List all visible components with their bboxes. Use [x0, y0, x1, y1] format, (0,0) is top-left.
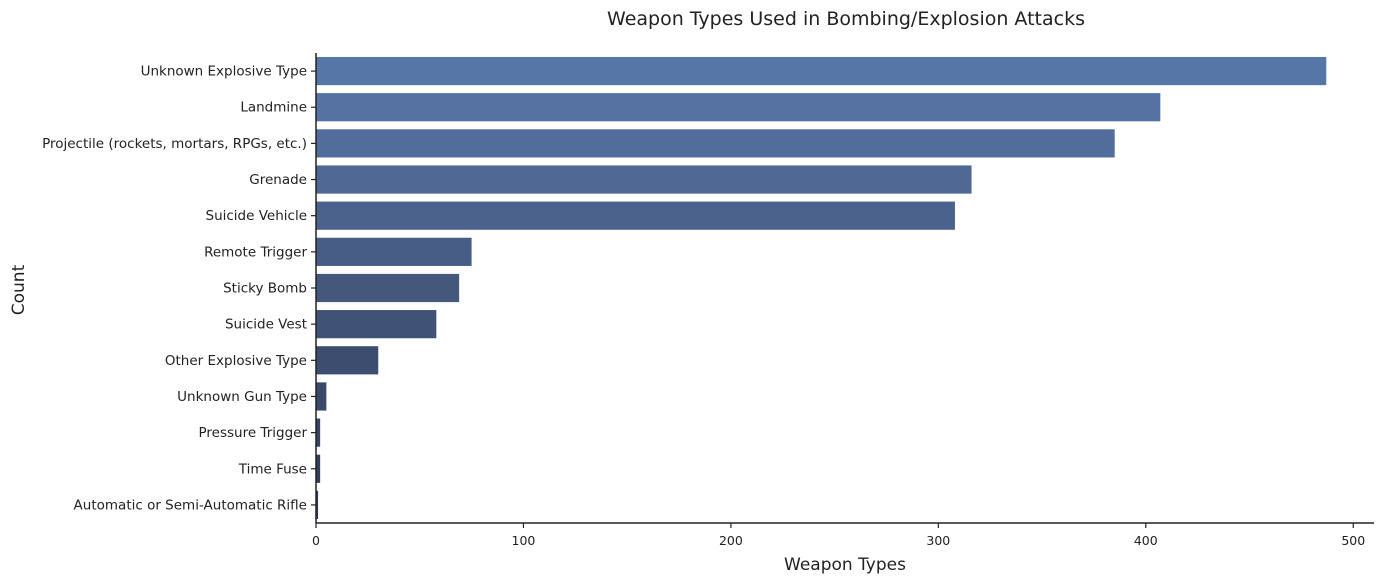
bar — [316, 273, 460, 303]
category-label: Grenade — [249, 172, 307, 188]
category-label: Remote Trigger — [204, 244, 307, 260]
x-tick-label: 300 — [926, 533, 950, 548]
category-label: Suicide Vehicle — [206, 208, 308, 224]
category-labels-group: Unknown Explosive Type Landmine Projectile… — [42, 64, 316, 513]
bar — [316, 237, 472, 266]
bar — [316, 346, 379, 375]
bars-group — [316, 56, 1327, 520]
bar — [316, 56, 1327, 86]
x-tick-label: 500 — [1341, 533, 1365, 548]
x-axis-title: Weapon Types — [784, 555, 906, 575]
bar — [316, 382, 327, 411]
bar — [316, 418, 321, 447]
x-ticks-group: 0 100 200 300 400 500 — [312, 523, 1365, 548]
category-label: Sticky Bomb — [223, 281, 307, 297]
bar — [316, 201, 955, 230]
category-label: Time Fuse — [238, 461, 307, 477]
category-label: Pressure Trigger — [199, 425, 308, 441]
bar — [316, 165, 972, 194]
category-label: Other Explosive Type — [165, 353, 307, 369]
chart-title: Weapon Types Used in Bombing/Explosion A… — [607, 8, 1085, 30]
bar — [316, 490, 319, 520]
category-label: Unknown Explosive Type — [141, 64, 307, 80]
x-tick-label: 400 — [1134, 533, 1158, 548]
x-tick-label: 200 — [719, 533, 743, 548]
x-tick-label: 0 — [312, 533, 320, 548]
bar — [316, 129, 1115, 158]
category-label: Projectile (rockets, mortars, RPGs, etc.… — [42, 136, 307, 152]
y-axis-title: Count — [9, 264, 29, 315]
bar — [316, 310, 437, 339]
category-label: Unknown Gun Type — [177, 389, 307, 405]
category-label: Suicide Vest — [225, 317, 307, 333]
category-label: Automatic or Semi-Automatic Rifle — [74, 497, 307, 513]
bar — [316, 454, 321, 483]
bar — [316, 93, 1161, 122]
x-tick-label: 100 — [512, 533, 536, 548]
category-label: Landmine — [240, 100, 307, 116]
